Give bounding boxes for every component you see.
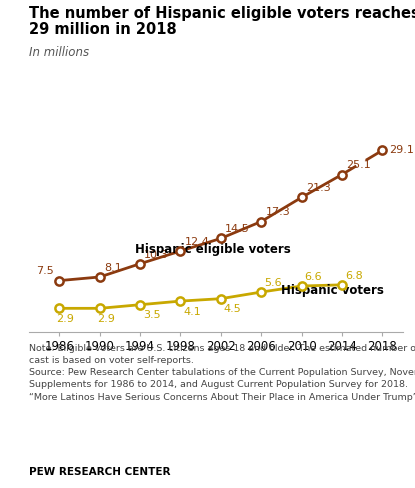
Text: 2.9: 2.9 <box>97 314 115 324</box>
Point <box>137 260 144 267</box>
Point <box>298 194 305 202</box>
Text: 21.3: 21.3 <box>306 183 330 193</box>
Point <box>339 171 345 179</box>
Point <box>177 247 184 255</box>
Text: 6.8: 6.8 <box>345 271 363 281</box>
Point <box>379 146 386 154</box>
Point <box>298 282 305 290</box>
Text: In millions: In millions <box>29 46 89 60</box>
Text: 10.3: 10.3 <box>144 249 169 260</box>
Point <box>96 305 103 312</box>
Point <box>339 281 345 289</box>
Point <box>258 288 264 296</box>
Text: Hispanic eligible voters: Hispanic eligible voters <box>135 244 291 257</box>
Point <box>217 295 224 303</box>
Text: 6.6: 6.6 <box>304 272 322 282</box>
Text: PEW RESEARCH CENTER: PEW RESEARCH CENTER <box>29 468 171 477</box>
Text: 25.1: 25.1 <box>346 161 371 170</box>
Text: 29.1: 29.1 <box>389 145 414 155</box>
Point <box>217 235 224 243</box>
Text: 29 million in 2018: 29 million in 2018 <box>29 22 177 37</box>
Point <box>96 273 103 281</box>
Text: 12.4: 12.4 <box>185 237 210 247</box>
Text: The number of Hispanic eligible voters reaches: The number of Hispanic eligible voters r… <box>29 6 415 21</box>
Text: Note: Eligible voters are U.S. citizens ages 18 and older. The estimated number : Note: Eligible voters are U.S. citizens … <box>29 344 415 402</box>
Point <box>177 297 184 305</box>
Point <box>56 277 63 285</box>
Point <box>56 305 63 312</box>
Point <box>137 301 144 308</box>
Text: 4.1: 4.1 <box>183 306 201 317</box>
Text: 17.3: 17.3 <box>265 207 290 217</box>
Text: 3.5: 3.5 <box>143 310 161 320</box>
Point <box>258 218 264 225</box>
Text: 5.6: 5.6 <box>264 278 282 288</box>
Text: 14.5: 14.5 <box>225 224 250 234</box>
Text: Hispanic voters: Hispanic voters <box>281 284 384 297</box>
Text: 7.5: 7.5 <box>36 266 54 276</box>
Text: 4.5: 4.5 <box>224 304 242 314</box>
Text: 8.1: 8.1 <box>104 263 122 273</box>
Text: 2.9: 2.9 <box>56 314 74 324</box>
